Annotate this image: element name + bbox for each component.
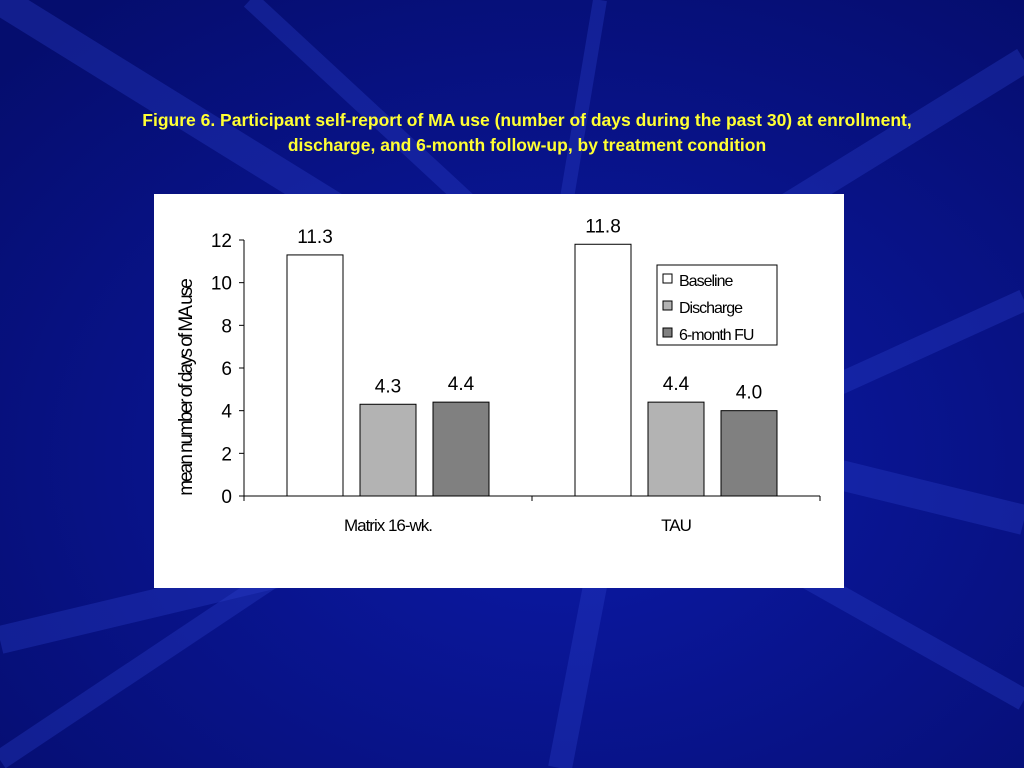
y-tick-label: 12 [211, 231, 232, 252]
y-tick-label: 6 [221, 359, 232, 380]
data-label: 11.3 [297, 227, 333, 248]
y-tick-label: 4 [221, 402, 232, 423]
bar-discharge-1 [359, 403, 417, 497]
category-label: TAU [661, 516, 691, 535]
legend-label: 6-month FU [679, 327, 754, 344]
bar-baseline-1 [286, 254, 344, 497]
y-tick-label: 0 [221, 487, 232, 508]
legend-label: Discharge [679, 300, 743, 317]
bar-discharge-2 [647, 401, 705, 497]
y-tick-label: 10 [211, 274, 232, 295]
legend-swatch [662, 300, 673, 311]
legend-swatch [662, 273, 673, 284]
data-label: 4.3 [375, 376, 401, 397]
bar-baseline-2 [574, 243, 632, 497]
slide-title-line2: discharge, and 6-month follow-up, by tre… [287, 135, 767, 155]
y-tick-label: 2 [221, 444, 232, 465]
bar-6-month-fu-1 [432, 401, 490, 497]
slide-title-line1: Figure 6. Participant self-report of MA … [142, 110, 912, 130]
y-tick-label: 8 [221, 316, 232, 337]
bar-6-month-fu-2 [720, 410, 778, 497]
data-label: 4.0 [736, 383, 762, 404]
chart-panel: 0 2 4 6 8 10 12 11.3 4.3 4.4 Matrix 16-wk. 11.8 4.4 4… [154, 194, 844, 588]
data-label: 4.4 [663, 374, 690, 395]
slide-title: Figure 6. Participant self-report of MA … [40, 108, 1014, 158]
data-label: 4.4 [448, 374, 475, 395]
bar-chart: 0 2 4 6 8 10 12 11.3 4.3 4.4 Matrix 16-wk. 11.8 4.4 4… [176, 216, 821, 535]
y-axis-title: mean number of days of MA use [176, 279, 197, 496]
legend-box [656, 264, 778, 346]
legend-swatch [662, 327, 673, 338]
category-label: Matrix 16-wk. [344, 516, 432, 535]
data-label: 11.8 [585, 216, 621, 237]
legend-label: Baseline [679, 273, 733, 290]
